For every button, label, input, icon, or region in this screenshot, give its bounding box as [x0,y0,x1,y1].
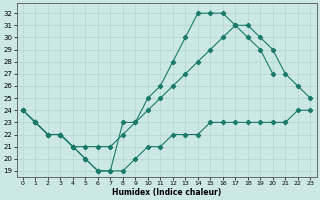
X-axis label: Humidex (Indice chaleur): Humidex (Indice chaleur) [112,188,221,197]
